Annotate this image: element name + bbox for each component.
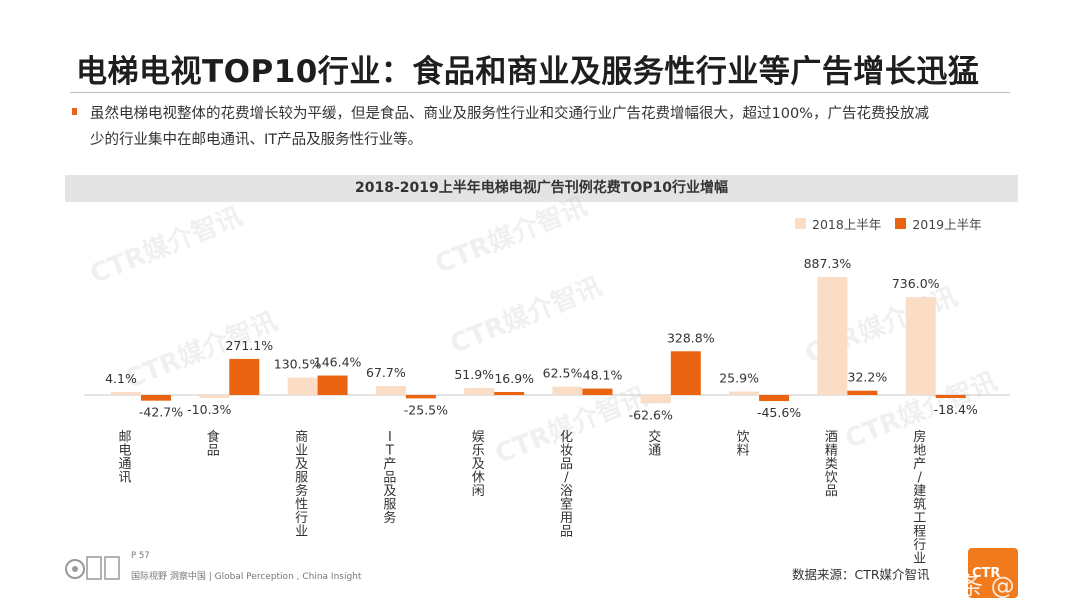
- chart-title: 2018-2019上半年电梯电视广告刊例花费TOP10行业增幅: [355, 180, 728, 196]
- data-label: 146.4%: [314, 355, 362, 370]
- data-label: 25.9%: [719, 371, 759, 386]
- title-divider: [70, 92, 1010, 93]
- data-label: 62.5%: [543, 366, 583, 381]
- bar-2018: [640, 395, 671, 404]
- bullet-line-1: 虽然电梯电视整体的花费增长较为平缓，但是食品、商业及服务性行业和交通行业广告花费…: [90, 106, 929, 122]
- data-label: 736.0%: [892, 276, 940, 291]
- data-source: 数据来源：CTR媒介智讯: [792, 567, 930, 582]
- bar-2019: [582, 388, 613, 395]
- data-label: 328.8%: [667, 330, 715, 345]
- bar-2019: [229, 358, 260, 395]
- bullet-line-2: 少的行业集中在邮电通讯、IT产品及服务性行业等。: [90, 132, 423, 148]
- bar-2018: [111, 392, 141, 395]
- category-label: 食品: [207, 429, 220, 459]
- legend-swatch-2018: [795, 217, 806, 229]
- ctr-logo-icon: [968, 548, 1018, 598]
- chart-title-banner: 2018-2019上半年电梯电视广告刊例花费TOP10行业增幅: [65, 175, 1018, 202]
- slide-title: 电梯电视TOP10行业：食品和商业及服务性行业等广告增长迅猛: [76, 54, 980, 90]
- data-label: 4.1%: [105, 371, 137, 386]
- category-label: 化妆品/浴室用品: [560, 430, 573, 540]
- bar-2019: [405, 395, 436, 399]
- data-label: 48.1%: [583, 368, 623, 383]
- legend-label-2019: 2019上半年: [912, 216, 982, 232]
- bar-2019: [847, 390, 878, 395]
- category-label: 邮电通讯: [118, 430, 131, 486]
- bar-2018: [375, 385, 406, 395]
- data-label: 271.1%: [225, 338, 273, 353]
- bar-2018: [729, 391, 760, 395]
- category-label: 商业及服务性行业: [295, 430, 308, 540]
- data-label: -25.5%: [404, 402, 448, 417]
- data-label: 887.3%: [804, 256, 852, 271]
- data-label: 16.9%: [494, 371, 534, 386]
- legend-item-2018: 2018上半年: [795, 214, 881, 233]
- bar-2019: [141, 395, 171, 401]
- category-label: I T 产品及服务: [383, 430, 396, 526]
- bar-2019: [935, 395, 966, 398]
- bullet-marker: [72, 108, 77, 115]
- category-label: 房地产/建筑工程行业: [913, 429, 926, 567]
- data-label: 130.5%: [274, 357, 322, 372]
- platform-watermark: 头条 @ 火火财经: [935, 572, 1080, 600]
- data-label: 67.7%: [366, 365, 406, 380]
- bar-2019: [759, 395, 790, 402]
- category-label: 交通: [648, 429, 661, 459]
- bar-2018: [464, 388, 495, 395]
- bar-2018: [905, 297, 936, 395]
- category-label: 娱乐及休闲: [472, 430, 485, 499]
- bar-2018: [287, 377, 318, 395]
- bar-2019: [670, 351, 701, 395]
- page-number: P 57: [131, 551, 150, 561]
- data-label: -45.6%: [757, 405, 801, 420]
- certification-logo: [65, 556, 120, 580]
- bullet-text: 虽然电梯电视整体的花费增长较为平缓，但是食品、商业及服务性行业和交通行业广告花费…: [90, 101, 1015, 153]
- legend-label-2018: 2018上半年: [812, 216, 882, 232]
- bar-2018: [817, 276, 848, 395]
- bar-2019: [317, 375, 348, 395]
- data-label: 32.2%: [848, 370, 888, 385]
- category-label: 饮料: [737, 430, 750, 459]
- data-label: -10.3%: [187, 402, 231, 417]
- bar-2018: [552, 386, 583, 395]
- data-label: -62.6%: [629, 407, 673, 422]
- bar-2018: [199, 395, 230, 398]
- footer-tagline: 国际视野 洞察中国 | Global Perception , China In…: [131, 572, 362, 582]
- category-label: 酒精类饮品: [825, 430, 838, 499]
- legend-swatch-2019: [895, 217, 907, 229]
- ctr-logo-text: CTR: [972, 566, 1001, 581]
- legend-item-2019: 2019上半年: [895, 214, 982, 233]
- bar-2019: [494, 392, 525, 395]
- chart-legend: 2018上半年 2019上半年: [795, 214, 982, 232]
- data-label: -42.7%: [139, 405, 183, 420]
- data-label: -18.4%: [934, 402, 978, 417]
- data-label: 51.9%: [454, 367, 494, 382]
